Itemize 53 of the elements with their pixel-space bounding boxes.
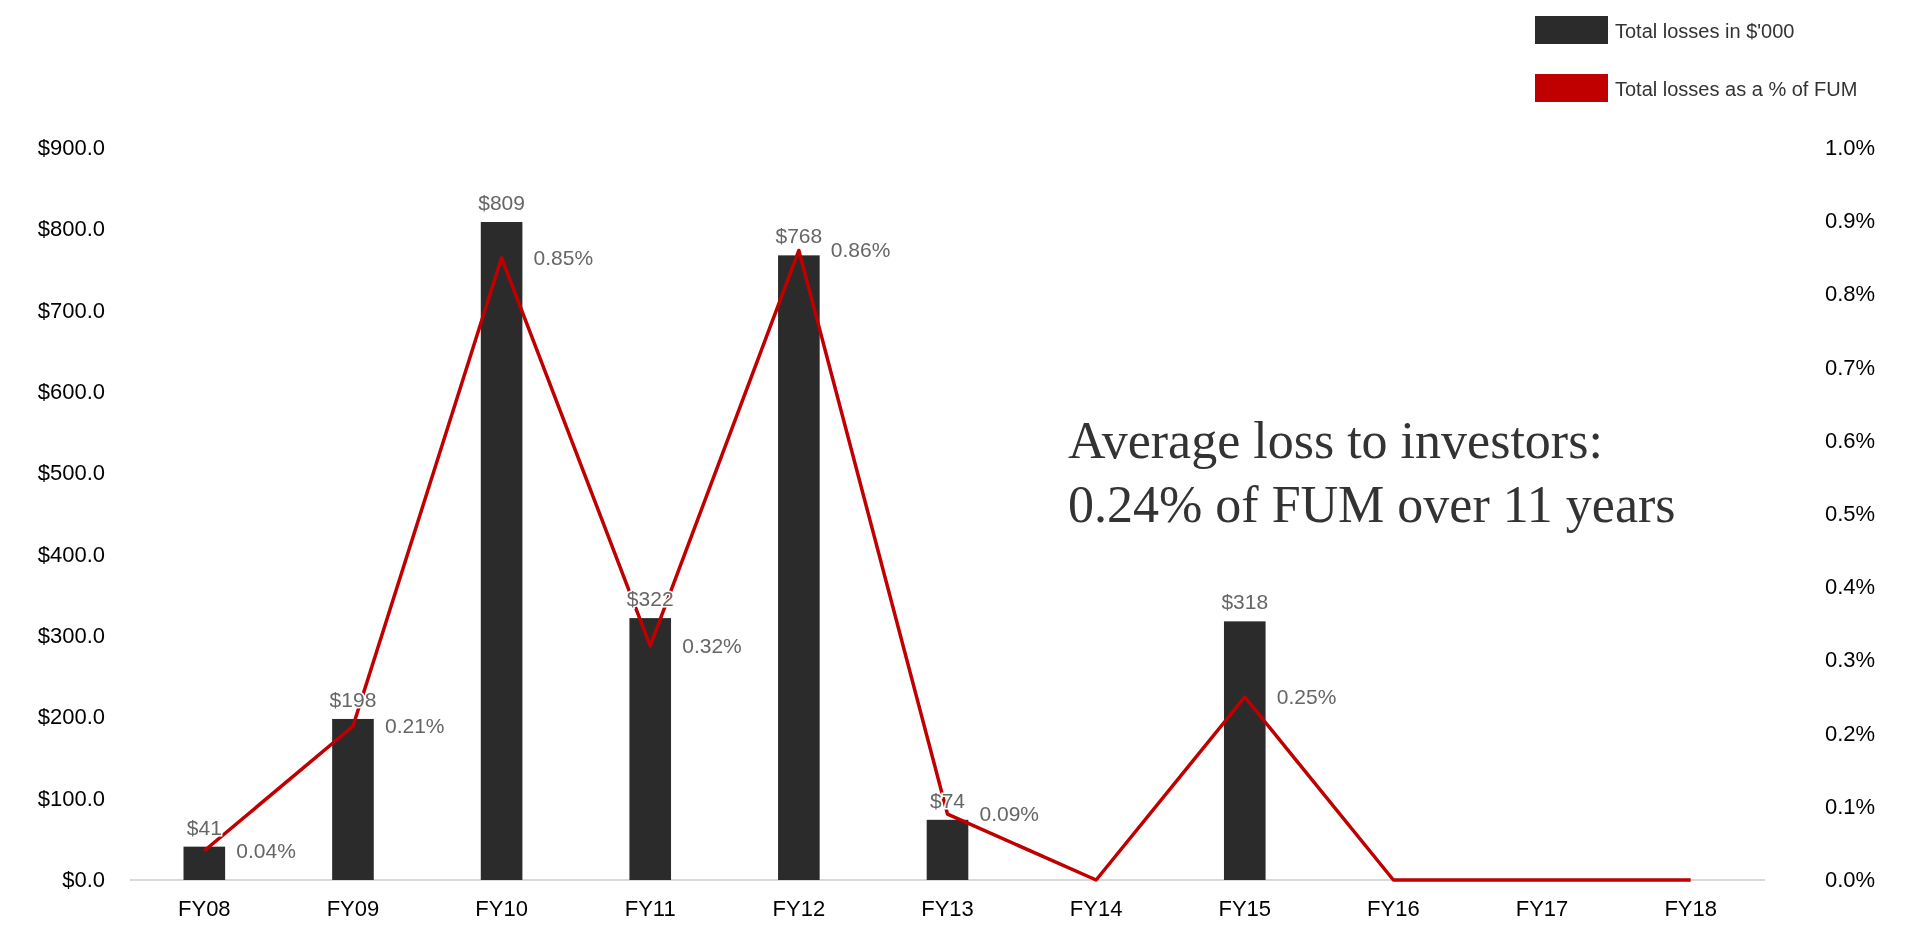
data-label: 0.86%	[830, 238, 891, 262]
data-label: $768	[775, 224, 823, 248]
data-label: $809	[478, 191, 525, 215]
data-label: $41	[186, 815, 222, 839]
y-tick-label: $300.0	[37, 623, 105, 648]
x-tick-label: FY08	[178, 896, 231, 921]
y2-tick-label: 0.9%	[1825, 208, 1876, 234]
bar	[629, 618, 672, 880]
legend-label: Total losses as a % of FUM	[1615, 78, 1858, 100]
data-label: $318	[1221, 590, 1269, 614]
y2-tick-label: 0.5%	[1825, 501, 1876, 526]
y2-tick-label: 0.6%	[1825, 427, 1876, 453]
bar	[778, 255, 820, 880]
data-label: 0.04%	[236, 838, 296, 862]
y-tick-label: $400.0	[37, 541, 105, 567]
x-tick-label: FY13	[921, 896, 974, 921]
bar	[183, 846, 226, 880]
bar	[926, 819, 969, 880]
y-tick-label: $900.0	[37, 135, 105, 160]
data-label: 0.21%	[384, 714, 445, 738]
x-tick-label: FY17	[1515, 896, 1569, 921]
data-label: 0.25%	[1276, 685, 1337, 708]
annotation: Average loss to investors: 0.24% of FUM over 11 years	[1068, 412, 1676, 533]
legend-label: Total losses in $'000	[1615, 20, 1795, 42]
y2-tick-label: 0.7%	[1825, 354, 1876, 380]
x-tick-label: FY09	[326, 896, 380, 921]
y2-tick-label: 0.0%	[1825, 867, 1876, 892]
data-label: 0.09%	[979, 802, 1040, 826]
y-tick-label: $700.0	[37, 297, 105, 323]
y-tick-label: $600.0	[37, 379, 105, 404]
x-tick-label: FY16	[1367, 896, 1420, 921]
y-tick-label: $0.0	[62, 867, 105, 892]
y2-tick-label: 0.3%	[1825, 647, 1876, 673]
x-tick-label: FY14	[1069, 896, 1123, 921]
y2-tick-label: 0.1%	[1825, 793, 1876, 819]
data-label: 0.85%	[533, 245, 594, 269]
y2-tick-label: 0.4%	[1825, 574, 1876, 600]
y-tick-label: $100.0	[37, 785, 105, 811]
y2-tick-label: 0.2%	[1825, 720, 1876, 746]
bar	[480, 222, 523, 880]
y-tick-label: $200.0	[37, 704, 105, 730]
y2-tick-label: 1.0%	[1825, 135, 1876, 160]
x-tick-label: FY18	[1664, 896, 1717, 921]
x-tick-label: FY11	[624, 896, 676, 921]
y-tick-label: $800.0	[37, 216, 105, 242]
bar	[332, 718, 374, 880]
x-tick-label: FY10	[475, 896, 528, 921]
data-label: 0.32%	[682, 633, 742, 657]
y2-tick-label: 0.8%	[1825, 281, 1876, 307]
bar	[1223, 621, 1266, 880]
x-tick-label: FY12	[772, 896, 826, 921]
y-tick-label: $500.0	[37, 460, 105, 486]
x-tick-label: FY15	[1218, 896, 1272, 921]
